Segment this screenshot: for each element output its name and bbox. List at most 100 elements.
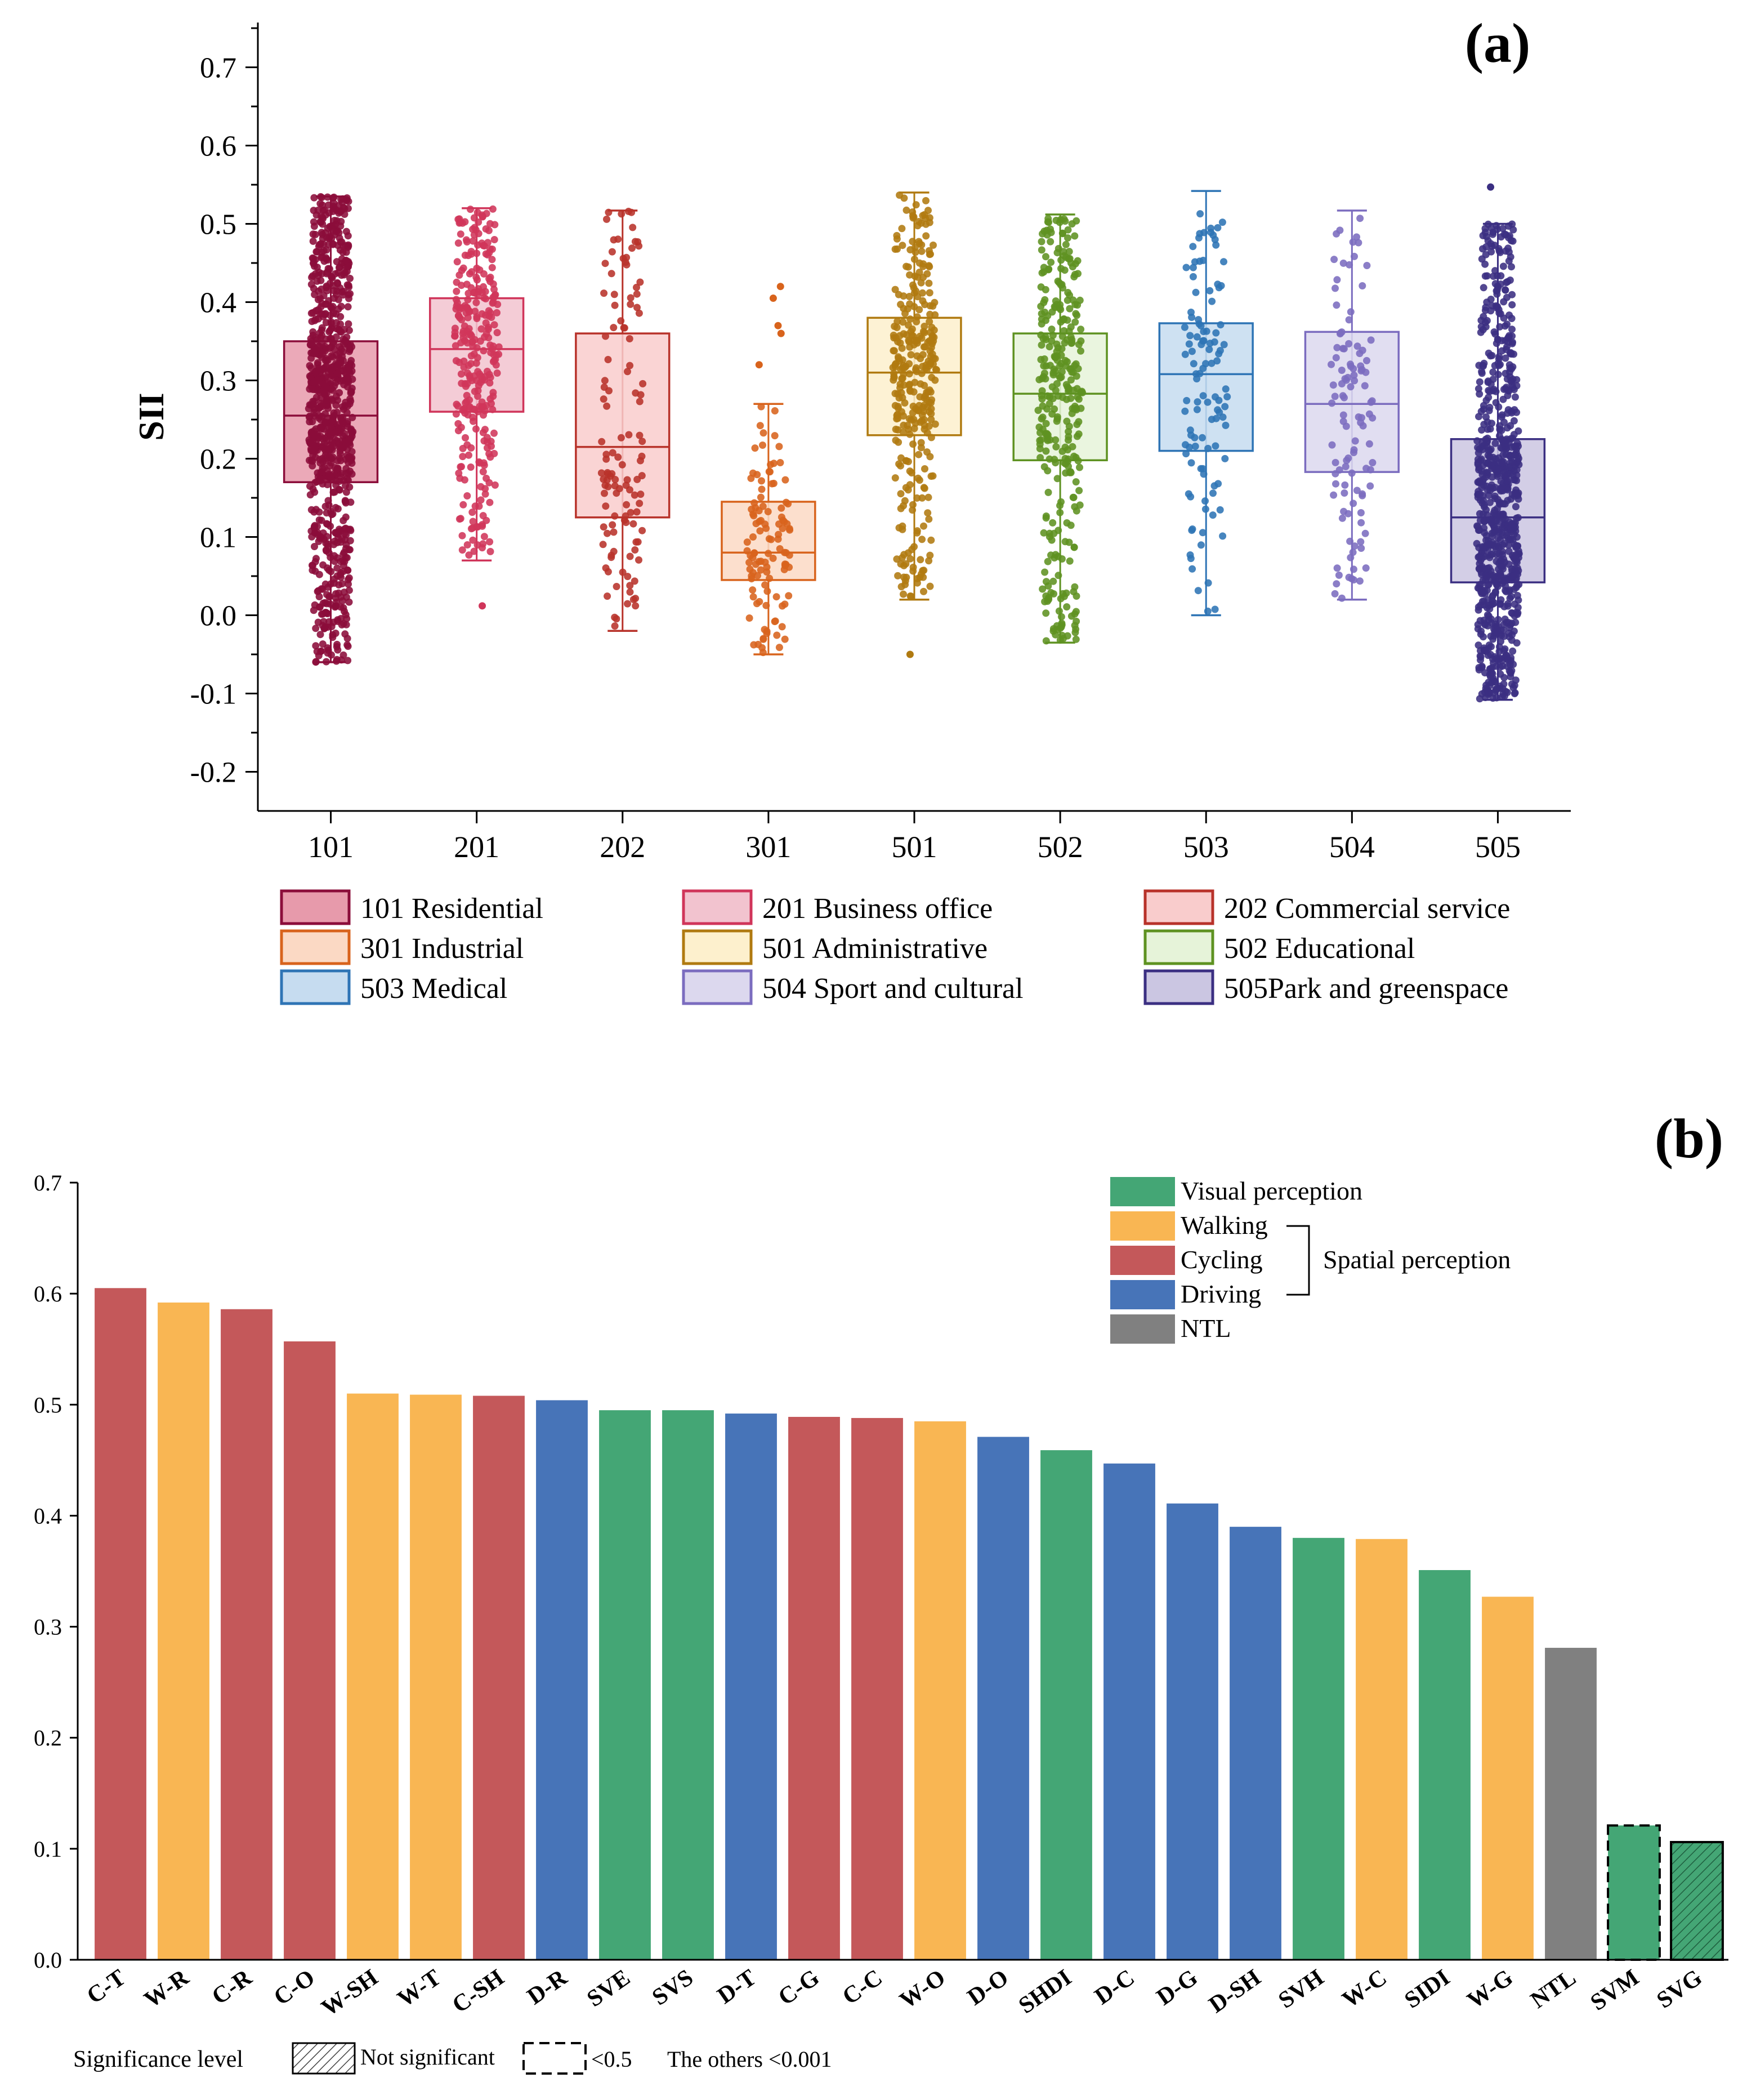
data-point <box>633 508 641 516</box>
data-point <box>1484 377 1492 385</box>
legend-a-label: 101 Residential <box>360 893 543 925</box>
data-point <box>913 494 921 502</box>
data-point <box>1495 550 1503 558</box>
data-point <box>1066 305 1074 313</box>
data-point <box>1481 442 1489 449</box>
data-point <box>629 224 637 231</box>
data-point <box>1193 333 1201 341</box>
bar-w-t <box>410 1394 462 1960</box>
data-point <box>1485 641 1493 649</box>
data-point <box>472 298 480 306</box>
data-point <box>473 523 481 531</box>
data-point <box>1045 400 1053 408</box>
data-point <box>753 600 761 608</box>
data-point <box>759 429 767 437</box>
data-point <box>1499 685 1507 693</box>
data-point <box>1350 365 1357 373</box>
data-point <box>1188 347 1196 355</box>
data-point <box>919 363 927 371</box>
data-point <box>329 353 337 361</box>
data-point <box>1491 588 1499 596</box>
legend-b-label: Cycling <box>1181 1245 1263 1274</box>
data-point <box>1346 537 1354 545</box>
data-point <box>1038 341 1045 349</box>
data-point <box>467 444 475 452</box>
data-point <box>341 430 348 438</box>
data-point <box>778 623 786 631</box>
data-point <box>1328 360 1335 368</box>
data-point <box>314 531 322 539</box>
data-point <box>1356 215 1364 222</box>
data-point <box>345 198 352 206</box>
data-point <box>1064 234 1071 242</box>
data-point <box>1218 219 1226 226</box>
data-point <box>1221 454 1229 462</box>
data-point <box>1475 449 1482 457</box>
data-point <box>457 230 464 238</box>
data-point <box>763 587 771 595</box>
data-point <box>333 258 341 266</box>
data-point <box>912 201 920 209</box>
data-point <box>1499 451 1507 459</box>
data-point <box>610 547 618 555</box>
data-point <box>1365 440 1373 448</box>
data-point <box>1485 407 1493 414</box>
data-point <box>897 505 905 512</box>
y-tick-label-a: 0.1 <box>200 522 236 554</box>
data-point <box>1481 306 1489 314</box>
data-point <box>902 457 910 465</box>
data-point <box>1072 453 1080 461</box>
data-point <box>600 289 608 297</box>
data-point <box>786 526 794 534</box>
data-point <box>312 334 320 342</box>
data-point <box>1042 578 1050 586</box>
data-point <box>1480 503 1488 511</box>
data-point <box>763 627 771 635</box>
data-point <box>1499 690 1507 698</box>
data-point <box>749 593 757 601</box>
legend-a-label: 505Park and greenspace <box>1224 973 1508 1005</box>
x-tick-label-a: 503 <box>1183 830 1229 864</box>
data-point <box>1058 447 1066 455</box>
data-point <box>909 501 917 509</box>
data-point <box>1057 265 1065 273</box>
data-point <box>1038 238 1045 246</box>
data-point <box>1495 309 1503 317</box>
data-point <box>1041 568 1049 576</box>
data-point <box>925 279 933 287</box>
data-point <box>1181 350 1189 358</box>
data-point <box>1504 619 1512 626</box>
data-point <box>466 307 473 315</box>
bar-ntl <box>1545 1648 1597 1960</box>
data-point <box>912 419 919 427</box>
data-point <box>329 240 337 248</box>
data-point <box>1488 532 1496 540</box>
x-tick-label-b: C-G <box>774 1965 824 2011</box>
data-point <box>625 431 633 439</box>
x-tick-label-b: SVM <box>1586 1965 1644 2016</box>
data-point <box>918 369 926 377</box>
data-point <box>336 343 343 351</box>
data-point <box>315 516 323 524</box>
data-point <box>342 621 350 628</box>
data-point <box>1492 302 1500 310</box>
data-point <box>462 236 470 244</box>
data-point <box>469 225 477 233</box>
data-point <box>1339 417 1347 425</box>
data-point <box>1206 287 1214 295</box>
data-point <box>1070 588 1078 596</box>
data-point <box>463 280 471 288</box>
data-point <box>1038 387 1046 395</box>
data-point <box>309 398 317 405</box>
data-point <box>323 287 331 295</box>
data-point <box>1488 481 1495 489</box>
data-point <box>489 293 497 301</box>
data-point <box>925 422 933 430</box>
data-point <box>306 491 314 499</box>
data-point <box>343 333 351 341</box>
data-point <box>605 208 613 216</box>
data-point <box>322 546 330 554</box>
data-point <box>1047 258 1055 266</box>
data-point <box>1195 316 1203 324</box>
data-point <box>771 618 779 626</box>
